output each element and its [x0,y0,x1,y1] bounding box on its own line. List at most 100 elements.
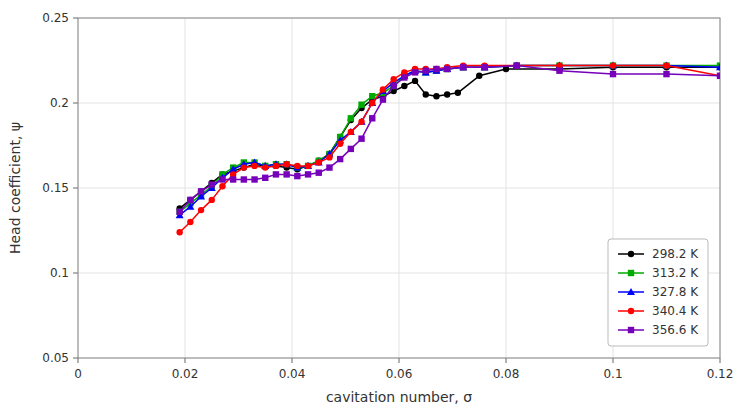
point [348,115,354,121]
y-axis-label: Head coefficient, ψ [7,122,23,254]
axes: 00.020.040.060.080.10.120.050.10.150.20.… [42,11,733,381]
point [481,63,489,70]
point [663,62,671,69]
chart: 00.020.040.060.080.10.120.050.10.150.20.… [0,0,740,416]
point [610,62,616,68]
point [294,173,300,179]
series-line [180,66,720,216]
point [609,62,617,69]
point [176,229,182,235]
y-tick [73,188,78,189]
point [412,69,418,75]
y-tick-label: 0.15 [42,181,69,195]
point [209,197,215,203]
point [369,93,375,99]
series-line [180,66,720,212]
point [262,175,268,181]
point [187,219,193,225]
legend-marker [628,251,634,257]
point [481,64,487,70]
point [305,163,311,169]
point [358,136,364,142]
point [423,91,429,97]
series-line [180,66,720,212]
point [326,154,332,160]
point [283,161,289,167]
point [433,66,439,72]
x-tick [399,358,400,363]
point [241,164,247,170]
point [251,163,257,169]
y-tick [73,18,78,19]
point [423,68,429,74]
point [283,160,291,167]
x-tick [506,358,507,363]
legend-label: 340.4 K [652,304,699,318]
point [293,164,301,171]
point [433,93,439,99]
point [251,176,257,182]
series-line [180,67,720,208]
point [443,65,451,72]
legend-item: 327.8 K [618,285,699,299]
legend-box [608,239,708,346]
point [717,73,720,79]
y-tick-label: 0.1 [50,266,69,280]
point [390,76,396,82]
point [358,119,364,125]
point [176,209,182,215]
point [273,163,279,169]
x-tick-label: 0.02 [172,367,199,381]
point [663,62,669,68]
series-line [180,66,720,233]
series [176,62,720,215]
point [305,163,311,169]
series [176,62,720,219]
point [514,62,520,68]
point [663,62,669,68]
point [444,91,450,97]
plot-frame [78,18,720,358]
point [455,90,461,96]
legend-marker [628,270,634,276]
legend-label: 313.2 K [652,266,699,280]
point [315,159,323,166]
x-tick-label: 0.08 [493,367,520,381]
point [444,66,450,72]
point [514,62,520,68]
point [444,66,450,72]
point [610,71,616,77]
point [716,63,720,70]
point [358,102,364,108]
x-tick-label: 0.06 [386,367,413,381]
point [390,83,396,89]
point [198,207,204,213]
point [513,62,521,69]
point [476,73,482,79]
legend-marker [628,308,634,314]
x-axis-label: cavitation number, σ [326,389,472,405]
point [209,181,215,187]
point [337,156,343,162]
x-tick-label: 0 [74,367,82,381]
point [316,159,322,165]
point [348,129,354,135]
plot-area [78,18,720,358]
legend-marker [628,327,634,333]
legend-item: 313.2 K [618,266,699,280]
x-tick [78,358,79,363]
point [556,68,562,74]
point [219,183,225,189]
point [460,64,466,70]
point [262,164,268,170]
point [401,83,407,89]
point [390,83,396,89]
y-tick-label: 0.2 [50,96,69,110]
legend-item: 356.6 K [618,323,699,337]
point [348,146,354,152]
point [187,197,193,203]
y-tick [73,358,78,359]
point [283,171,289,177]
point [380,96,386,102]
point [283,161,289,167]
